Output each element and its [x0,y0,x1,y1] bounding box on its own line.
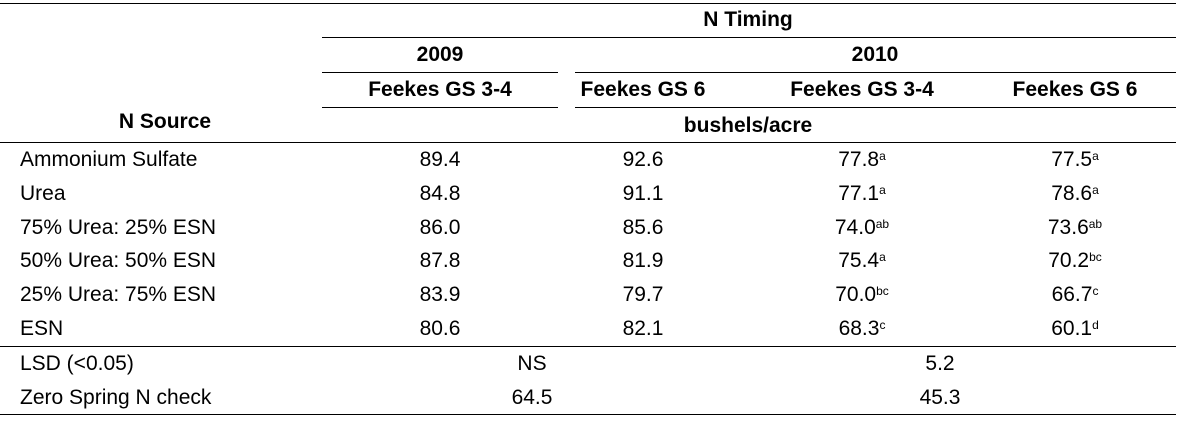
significance-letter: ab [1088,216,1103,231]
row-label: 75% Urea: 25% ESN [20,215,217,239]
cell: 70.2bc [1048,249,1102,273]
rule [0,142,1176,143]
cell: 79.7 [622,283,664,307]
footer-cell: 45.3 [919,385,961,409]
significance-letter: a [879,182,886,197]
row-label: ESN [20,317,64,340]
cell: 87.8 [419,249,461,273]
rule [0,346,1176,347]
cell: 80.6 [419,317,461,340]
cell: 78.6a [1051,181,1099,205]
significance-letter: a [879,149,886,163]
significance-letter: a [1092,182,1099,197]
rule [322,37,1176,38]
cell: 81.9 [622,249,664,273]
year-header: 2009 [416,43,464,66]
rule [0,414,1176,415]
stage-header: Feekes GS 6 [580,78,706,101]
stage-header: Feekes GS 3-4 [790,78,934,101]
footer-label: LSD (<0.05) [20,352,134,375]
stage-header: Feekes GS 3-4 [368,78,512,101]
year-header: 2010 [851,43,899,66]
significance-letter: a [879,250,886,265]
stage-header: Feekes GS 6 [1012,78,1138,101]
row-label: 25% Urea: 75% ESN [20,283,217,307]
cell: 77.5a [1051,148,1099,171]
cell: 77.8a [838,148,886,171]
row-label: Urea [20,181,66,205]
cell: 73.6ab [1047,215,1103,239]
footer-cell: NS [517,352,547,375]
cell: 92.6 [622,148,664,171]
row-header: N Source [118,110,212,133]
cell: 83.9 [419,283,461,307]
cell: 91.1 [622,181,664,205]
rule [575,107,1176,108]
rule [322,72,558,73]
significance-letter: c [1092,284,1099,299]
significance-letter: bc [876,284,889,299]
rule [575,72,1176,73]
cell: 66.7c [1051,283,1099,307]
row-label: 50% Urea: 50% ESN [20,249,217,273]
footer-cell: 64.5 [511,385,553,409]
rule [322,107,558,108]
cell: 74.0ab [834,215,890,239]
footer-label: Zero Spring N check [20,385,212,409]
cell: 60.1d [1051,317,1099,340]
cell: 77.1a [838,181,886,205]
unit: bushels/acre [683,114,813,137]
row-label: Ammonium Sulfate [20,148,198,171]
cell: 89.4 [419,148,461,171]
significance-letter: ab [875,216,890,231]
cell: 86.0 [419,215,461,239]
rule [0,3,1176,4]
cell: 75.4a [838,249,886,273]
significance-letter: bc [1089,250,1102,265]
significance-letter: d [1092,318,1099,332]
significance-letter: c [879,318,886,332]
footer-cell: 5.2 [925,352,955,375]
cell: 85.6 [622,215,664,239]
cell: 84.8 [419,181,461,205]
significance-letter: a [1092,149,1099,163]
group-header: N Timing [703,8,793,31]
cell: 68.3c [838,317,886,340]
cell: 82.1 [622,317,664,340]
cell: 70.0bc [835,283,889,307]
